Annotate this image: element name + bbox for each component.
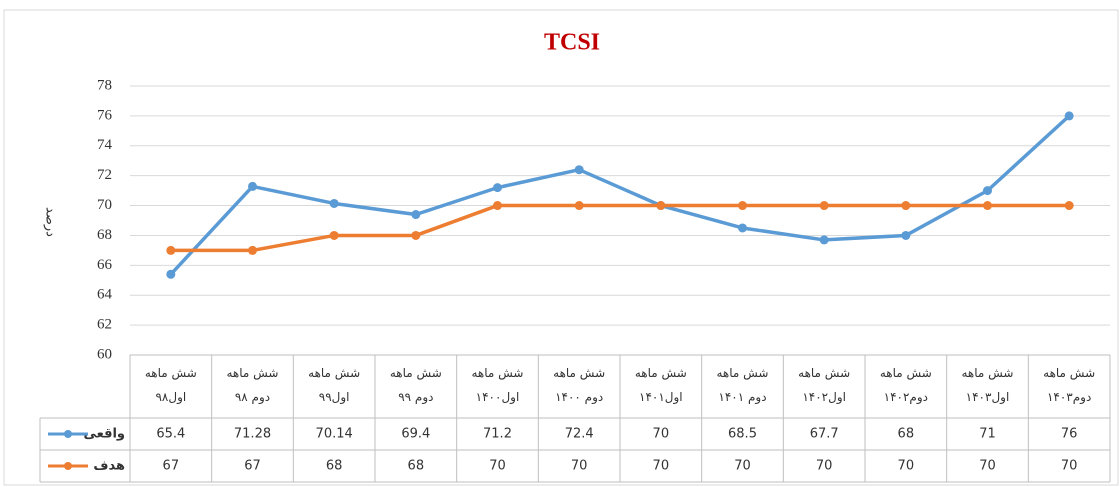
data-point	[493, 201, 502, 211]
table-value: 70	[816, 459, 833, 474]
category-cell: شش ماهه اول۹۸	[144, 366, 197, 404]
legend-key-marker	[64, 430, 72, 438]
legend-label: واقعی	[83, 427, 125, 442]
y-tick-label: 60	[97, 346, 112, 362]
data-point	[819, 201, 829, 211]
data-point	[1064, 201, 1074, 211]
x-tick-label: شش ماهه اول۹۹	[308, 366, 361, 404]
table-value: 71	[979, 427, 996, 442]
chart-frame	[3, 9, 1119, 486]
data-point	[983, 201, 992, 211]
data-point	[166, 245, 176, 255]
category-cell: شش ماهه دوم ۱۴۰۰	[553, 366, 606, 404]
chart-title: TCSI	[544, 30, 600, 56]
data-point	[901, 201, 911, 211]
x-tick-label: شش ماهه دوم ۱۴۰۱	[716, 366, 769, 404]
legend-key-marker	[64, 462, 72, 470]
y-tick-label: 70	[97, 197, 112, 213]
data-point	[1064, 111, 1074, 121]
table-value: 69.4	[401, 427, 430, 442]
table-value: 67	[163, 459, 180, 474]
table-value: 68	[898, 427, 915, 442]
y-tick-label: 74	[97, 137, 113, 153]
category-cell: شش ماهه دوم۱۴۰۲	[879, 366, 932, 404]
table-value: 72.4	[565, 427, 594, 442]
y-tick-label: 76	[97, 107, 113, 123]
x-tick-label: شش ماهه اول۱۴۰۰	[471, 366, 524, 404]
data-point	[656, 201, 666, 211]
x-tick-label: شش ماهه اول۱۴۰۱	[634, 366, 687, 404]
data-point	[411, 230, 421, 240]
category-cell: شش ماهه اول۱۴۰۱	[634, 366, 687, 404]
data-point	[574, 201, 584, 211]
series-line	[170, 203, 1070, 253]
table-value: 71.28	[234, 427, 271, 442]
table-value: 67.7	[810, 427, 839, 442]
data-point	[329, 198, 339, 208]
table-value: 70	[734, 459, 751, 474]
y-tick-label: 72	[97, 167, 112, 183]
table-value: 70	[571, 459, 588, 474]
x-tick-label: شش ماهه دوم۱۴۰۲	[879, 366, 932, 404]
category-cell: شش ماهه اول۱۴۰۳	[961, 366, 1014, 404]
category-cell: شش ماهه دوم ۱۴۰۱	[716, 366, 769, 404]
x-tick-label: شش ماهه دوم ۱۴۰۰	[553, 366, 606, 404]
y-tick-label: 78	[97, 77, 112, 93]
x-tick-label: شش ماهه اول۹۸	[144, 366, 197, 404]
table-value: 70	[898, 459, 915, 474]
category-cell: شش ماهه دوم ۹۸	[226, 366, 279, 404]
data-point	[248, 245, 257, 255]
table-value: 70	[489, 459, 506, 474]
data-point	[901, 230, 911, 240]
series-line	[169, 114, 1071, 276]
y-tick-label: 68	[97, 227, 112, 243]
table-value: 76	[1061, 427, 1078, 442]
category-cell: شش ماهه دوم۱۴۰۳	[1043, 366, 1096, 404]
data-point	[411, 210, 421, 220]
table-value: 67	[244, 459, 261, 474]
y-tick-label: 62	[97, 317, 112, 333]
data-point	[329, 230, 339, 240]
x-tick-label: شش ماهه دوم ۹۸	[226, 366, 279, 404]
category-cell: شش ماهه اول۱۴۰۰	[471, 366, 524, 404]
y-tick-label: 64	[97, 287, 113, 303]
category-cell: شش ماهه دوم ۹۹	[389, 366, 442, 404]
data-point	[166, 269, 176, 279]
table-value: 68	[408, 459, 425, 474]
table-value: 70.14	[316, 427, 353, 442]
table-value: 68	[326, 459, 343, 474]
data-point	[248, 181, 257, 191]
x-tick-label: شش ماهه اول۱۴۰۳	[961, 366, 1014, 404]
data-point	[493, 183, 502, 193]
table-value: 70	[653, 459, 670, 474]
data-point	[574, 165, 584, 175]
table-value: 71.2	[483, 427, 512, 442]
table-value: 65.4	[156, 427, 185, 442]
x-tick-label: شش ماهه دوم۱۴۰۳	[1043, 366, 1096, 404]
y-tick-label: 66	[97, 257, 113, 273]
table-value: 70	[1061, 459, 1078, 474]
x-tick-label: شش ماهه اول۱۴۰۲	[798, 366, 851, 404]
table-value: 70	[979, 459, 996, 474]
legend-label: هدف	[93, 459, 125, 474]
data-point	[983, 186, 992, 196]
data-point	[819, 235, 829, 245]
data-point	[738, 201, 747, 211]
category-cell: شش ماهه اول۱۴۰۲	[798, 366, 851, 404]
table-value: 68.5	[728, 427, 757, 442]
category-cell: شش ماهه اول۹۹	[308, 366, 361, 404]
table-value: 70	[653, 427, 670, 442]
x-tick-label: شش ماهه دوم ۹۹	[389, 366, 442, 404]
y-axis-label: درصد	[43, 207, 58, 237]
data-point	[738, 223, 747, 233]
